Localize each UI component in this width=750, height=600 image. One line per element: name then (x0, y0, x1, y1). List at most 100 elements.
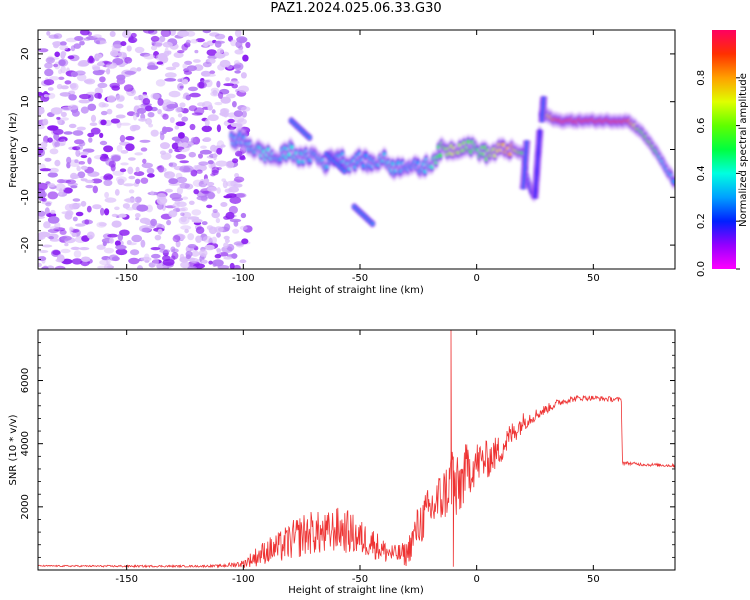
noise-speckle (240, 72, 247, 79)
noise-speckle (100, 207, 105, 216)
noise-speckle (95, 40, 101, 45)
noise-speckle (216, 232, 221, 238)
noise-speckle (130, 32, 137, 38)
y-tick-label: 0 (20, 146, 31, 152)
noise-speckle (228, 205, 238, 214)
ridge-core (672, 179, 675, 184)
noise-speckle (179, 182, 190, 189)
noise-speckle (119, 134, 126, 143)
noise-speckle (125, 143, 135, 151)
noise-speckle (172, 235, 181, 243)
noise-speckle (157, 109, 162, 115)
noise-speckle (196, 169, 203, 174)
ridge-streak-core (535, 167, 539, 171)
noise-speckle (110, 118, 120, 124)
colorbar-tick-label: 0.4 (696, 165, 707, 181)
noise-speckle (135, 217, 140, 221)
noise-speckle (95, 69, 106, 74)
noise-speckle (140, 147, 148, 152)
noise-speckle (50, 107, 63, 115)
noise-speckle (202, 42, 209, 47)
noise-speckle (150, 218, 158, 227)
ridge-streak-core (523, 169, 527, 172)
noise-speckle (119, 122, 131, 126)
ridge-streak-core (523, 160, 527, 164)
noise-speckle (210, 87, 219, 94)
snr-panel: -150 -100 -50 0 50 2000 4000 6000 Height of st… (8, 329, 676, 596)
noise-speckle (115, 248, 128, 256)
secondary-feature-core (342, 169, 346, 173)
noise-speckle (71, 110, 80, 117)
noise-speckle (111, 213, 118, 218)
noise-speckle (111, 155, 121, 162)
noise-speckle (177, 30, 190, 37)
ridge-core (289, 145, 294, 150)
noise-speckle (210, 144, 217, 152)
noise-speckle (146, 65, 159, 70)
x-tick-label: -50 (352, 574, 368, 585)
noise-speckle (49, 226, 60, 230)
noise-speckle (150, 247, 161, 251)
noise-speckle (58, 188, 63, 196)
noise-speckle (90, 114, 97, 123)
noise-speckle (151, 40, 156, 46)
noise-speckle (204, 244, 215, 251)
noise-speckle (222, 51, 230, 57)
noise-speckle (104, 197, 117, 203)
x-tick-label: -150 (115, 273, 138, 284)
noise-speckle (211, 236, 217, 244)
noise-speckle (212, 209, 218, 213)
noise-speckle (92, 66, 101, 71)
ridge-streak-core (541, 107, 545, 111)
x-tick-label: -50 (352, 273, 368, 284)
noise-speckle (164, 78, 177, 82)
noise-speckle (114, 240, 121, 247)
noise-speckle (114, 189, 120, 196)
noise-speckle (190, 137, 197, 144)
noise-speckle (203, 137, 212, 142)
noise-speckle (182, 63, 188, 70)
noise-speckle (150, 129, 159, 137)
noise-speckle (44, 207, 50, 215)
noise-speckle (115, 176, 127, 183)
noise-speckle (189, 92, 201, 98)
noise-speckle (86, 231, 95, 239)
noise-speckle (174, 200, 181, 205)
noise-speckle (224, 188, 233, 193)
noise-speckle (232, 158, 239, 164)
noise-speckle (100, 119, 107, 126)
noise-speckle (99, 76, 106, 83)
noise-speckle (80, 154, 88, 159)
noise-speckle (69, 226, 74, 232)
noise-speckle (38, 147, 44, 155)
noise-speckle (133, 171, 145, 177)
noise-speckle (68, 94, 77, 101)
noise-speckle (237, 85, 250, 93)
ridge-streak-core (534, 184, 538, 188)
noise-speckle (156, 61, 164, 65)
snr-y-ticks: 2000 4000 6000 (20, 329, 675, 558)
noise-speckle (201, 221, 208, 226)
noise-speckle (39, 168, 52, 172)
noise-speckle (197, 102, 206, 107)
x-tick-label: 0 (473, 574, 479, 585)
noise-speckle (157, 165, 165, 173)
noise-speckle (81, 256, 91, 262)
noise-speckle (164, 188, 173, 193)
ridge-streak-core (536, 152, 540, 156)
noise-speckle (179, 160, 189, 164)
noise-speckle (155, 79, 166, 87)
noise-speckle (54, 141, 60, 148)
noise-speckle (47, 191, 59, 200)
noise-speckle (140, 239, 146, 248)
noise-speckle (119, 168, 127, 173)
noise-speckle (188, 200, 195, 205)
noise-speckle (186, 65, 197, 72)
noise-speckle (64, 203, 74, 211)
noise-speckle (234, 49, 244, 55)
noise-speckle (42, 118, 49, 126)
x-tick-label: 50 (587, 273, 600, 284)
noise-speckle (120, 41, 127, 47)
noise-speckle (88, 137, 93, 143)
noise-speckle (239, 156, 246, 161)
